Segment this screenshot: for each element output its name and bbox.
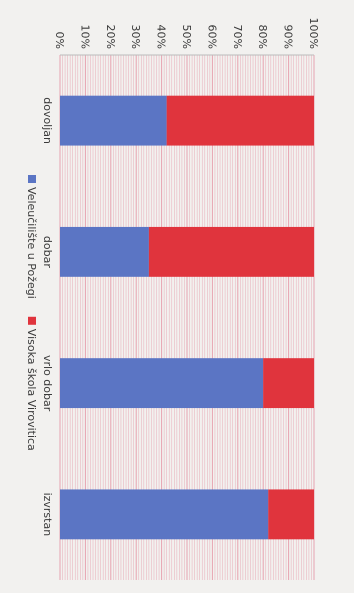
bar-izvrstan-veleuciliste-u-pozegi	[60, 489, 269, 540]
bar-vrlo-dobar-visoka-skola-virovitica	[263, 358, 314, 409]
y-tick-label: 50%	[180, 25, 193, 49]
x-axis: dovoljan dobar vrlo dobar izvrstan	[41, 97, 54, 536]
y-tick-label: 70%	[231, 25, 244, 49]
legend-label-visoka-skola-virovitica: Visoka škola Virovitica	[25, 329, 38, 451]
bar-dobar-veleuciliste-u-pozegi	[59, 226, 149, 277]
legend: Veleučilište u Požegi Visoka škola Virovi…	[25, 175, 38, 451]
bar-dovoljan-visoka-skola-virovitica	[166, 95, 314, 146]
y-tick-label: 20%	[104, 25, 117, 49]
bar-dobar-visoka-skola-virovitica	[148, 226, 314, 277]
x-tick-label: dovoljan	[41, 97, 54, 144]
y-tick-label: 90%	[282, 25, 295, 49]
y-tick-label: 30%	[129, 25, 142, 49]
plot-area	[59, 54, 315, 580]
legend-swatch-visoka-skola-virovitica	[28, 316, 36, 325]
x-tick-label: dobar	[41, 236, 54, 268]
x-tick-label: vrlo dobar	[41, 355, 54, 412]
legend-swatch-veleuciliste-u-pozegi	[28, 175, 36, 183]
bar-izvrstan-visoka-skola-virovitica	[268, 489, 314, 540]
y-axis: 0% 10% 20% 30% 40% 50% 60% 70% 80% 90% 100%	[53, 18, 320, 49]
y-tick-label: 40%	[155, 25, 168, 49]
legend-label-veleuciliste-u-pozegi: Veleučilište u Požegi	[25, 187, 38, 299]
bar-vrlo-dobar-veleuciliste-u-pozegi	[60, 358, 264, 409]
y-tick-label: 80%	[256, 25, 269, 49]
x-tick-label: izvrstan	[41, 493, 54, 537]
y-tick-label: 10%	[78, 25, 91, 49]
y-tick-label: 0%	[53, 32, 66, 49]
y-tick-label: 100%	[307, 18, 320, 49]
bar-dovoljan-veleuciliste-u-pozegi	[59, 95, 167, 146]
y-tick-label: 60%	[205, 25, 218, 49]
